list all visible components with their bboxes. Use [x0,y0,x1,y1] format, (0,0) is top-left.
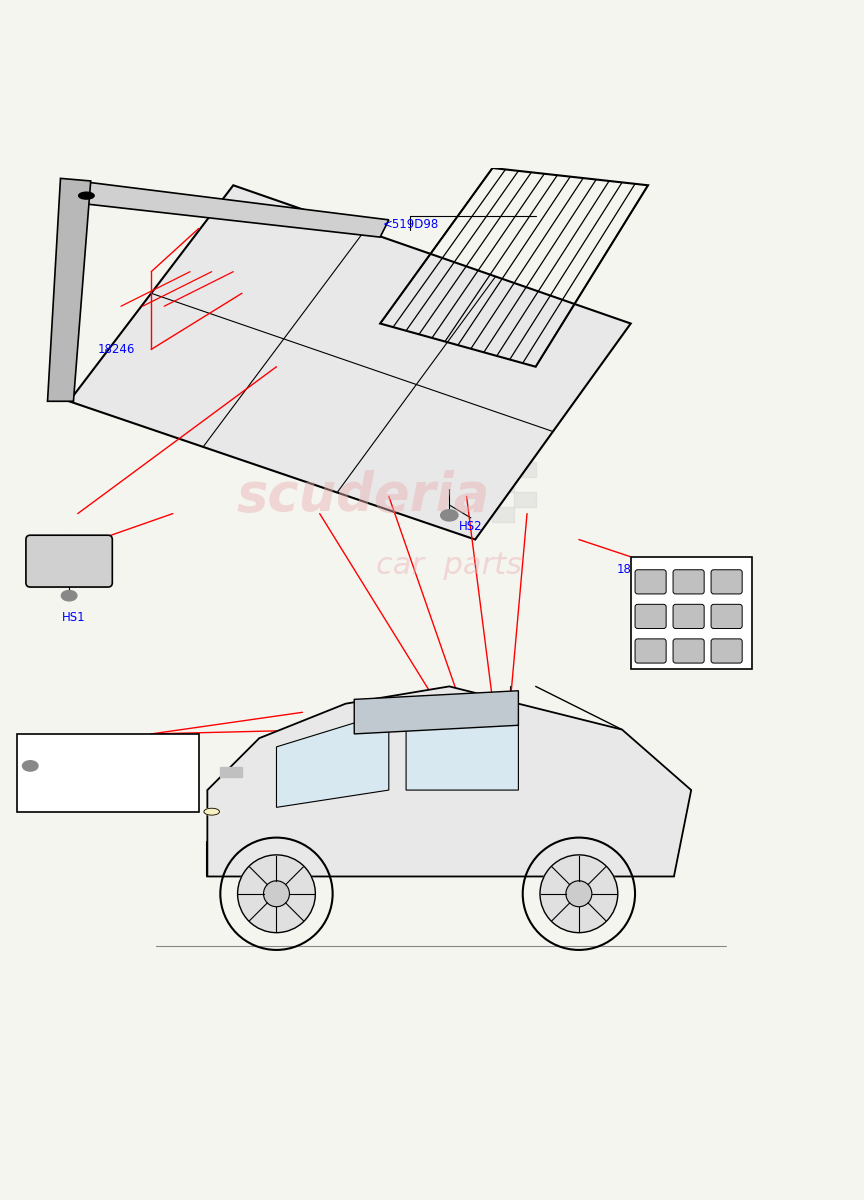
Text: car  parts: car parts [377,551,522,580]
Bar [449,508,471,522]
Bar [492,508,514,522]
Polygon shape [73,181,389,238]
Polygon shape [354,691,518,734]
Polygon shape [406,695,518,790]
Polygon shape [69,185,631,540]
Circle shape [264,881,289,907]
Text: <060A08: <060A08 [50,736,105,749]
FancyBboxPatch shape [711,570,742,594]
FancyBboxPatch shape [711,605,742,629]
Bar [449,476,471,492]
Text: 18A447: 18A447 [617,563,662,576]
FancyBboxPatch shape [635,570,666,594]
Text: scuderia: scuderia [236,470,490,522]
FancyBboxPatch shape [711,638,742,664]
FancyBboxPatch shape [673,605,704,629]
Circle shape [566,881,592,907]
Bar [631,557,752,670]
FancyBboxPatch shape [635,605,666,629]
Circle shape [540,854,618,932]
Bar [17,734,199,811]
Bar [492,476,514,492]
Circle shape [238,854,315,932]
FancyBboxPatch shape [26,535,112,587]
Ellipse shape [441,510,458,521]
Text: 18246: 18246 [98,343,136,356]
Bar [220,767,242,778]
Ellipse shape [61,590,77,601]
Polygon shape [276,713,389,808]
Bar [514,492,536,508]
Ellipse shape [22,761,38,772]
Text: 15790: 15790 [59,563,97,576]
Ellipse shape [204,809,219,815]
FancyBboxPatch shape [673,570,704,594]
Polygon shape [48,179,91,401]
Polygon shape [207,686,691,876]
Bar [471,492,492,508]
Bar [471,462,492,476]
Bar [514,462,536,476]
Text: <519D98: <519D98 [382,217,439,230]
Text: HS1: HS1 [61,611,86,624]
Text: HS2: HS2 [459,520,483,533]
FancyBboxPatch shape [635,638,666,664]
Ellipse shape [79,192,94,199]
FancyBboxPatch shape [673,638,704,664]
